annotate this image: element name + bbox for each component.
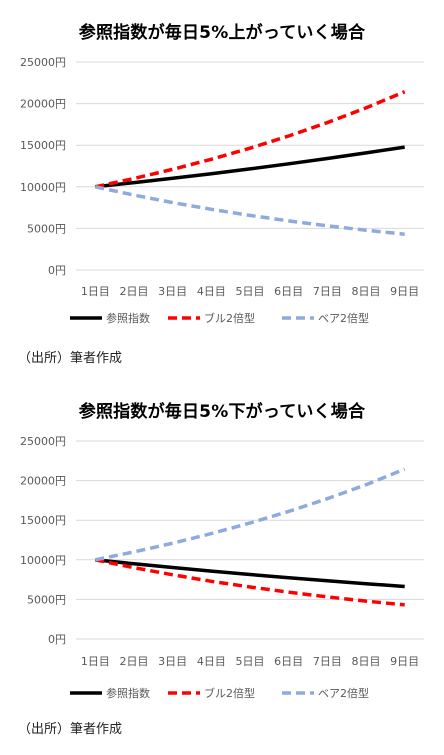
legend-label-3: ベア2倍型 (318, 311, 369, 325)
series-line-2 (94, 558, 405, 607)
series-line-1 (95, 145, 405, 189)
x-tick-label: 8日目 (352, 655, 381, 668)
x-tick-label: 2日目 (120, 655, 149, 668)
chart-2-title: 参照指数が毎日5%下がっていく場合 (78, 402, 366, 422)
series-line-3 (94, 467, 406, 562)
x-tick-label: 3日目 (158, 655, 187, 668)
y-tick-label: 20000円 (20, 98, 66, 111)
x-tick-label: 6日目 (274, 655, 303, 668)
x-tick-label: 1日目 (81, 655, 110, 668)
y-tick-label: 20000円 (20, 475, 66, 488)
legend-label-3: ベア2倍型 (318, 686, 369, 700)
chart-2-source: （出所）筆者作成 (18, 722, 123, 737)
series-line-1 (95, 558, 405, 589)
x-tick-label: 4日目 (197, 655, 226, 668)
x-tick-label: 9日目 (390, 655, 419, 668)
x-tick-label: 4日目 (197, 285, 226, 298)
legend-label-2: ブル2倍型 (204, 311, 255, 325)
y-tick-label: 5000円 (27, 593, 66, 606)
chart-2-plot: 0円 5000円 10000円 15000円 20000円 25000円 1日目 2日目 3日目… (20, 435, 424, 700)
x-tick-label: 8日目 (352, 285, 381, 298)
legend-label-1: 参照指数 (106, 311, 150, 325)
series-line-2 (94, 90, 406, 189)
y-tick-label: 0円 (48, 264, 66, 277)
x-tick-label: 3日目 (158, 285, 187, 298)
y-tick-label: 10000円 (20, 554, 66, 567)
x-tick-label: 6日目 (274, 285, 303, 298)
legend-label-2: ブル2倍型 (204, 686, 255, 700)
x-tick-label: 2日目 (120, 285, 149, 298)
chart-1-plot: 0円 5000円 10000円 15000円 20000円 25000円 1日目 2日目 3日目… (20, 56, 424, 325)
x-tick-label: 7日目 (313, 655, 342, 668)
series-line-3 (94, 185, 405, 236)
y-tick-label: 0円 (48, 633, 66, 646)
x-tick-label: 1日目 (81, 285, 110, 298)
y-tick-label: 25000円 (20, 435, 66, 448)
x-tick-label: 5日目 (236, 655, 265, 668)
y-tick-label: 15000円 (20, 514, 66, 527)
chart-1-title: 参照指数が毎日5%上がっていく場合 (78, 23, 366, 43)
legend-label-1: 参照指数 (106, 686, 150, 700)
chart-1-source: （出所）筆者作成 (18, 351, 123, 366)
x-tick-label: 5日目 (236, 285, 265, 298)
y-tick-label: 25000円 (20, 56, 66, 69)
y-tick-label: 10000円 (20, 181, 66, 194)
x-tick-label: 9日目 (390, 285, 419, 298)
y-tick-label: 5000円 (27, 222, 66, 235)
y-tick-label: 15000円 (20, 139, 66, 152)
x-tick-label: 7日目 (313, 285, 342, 298)
